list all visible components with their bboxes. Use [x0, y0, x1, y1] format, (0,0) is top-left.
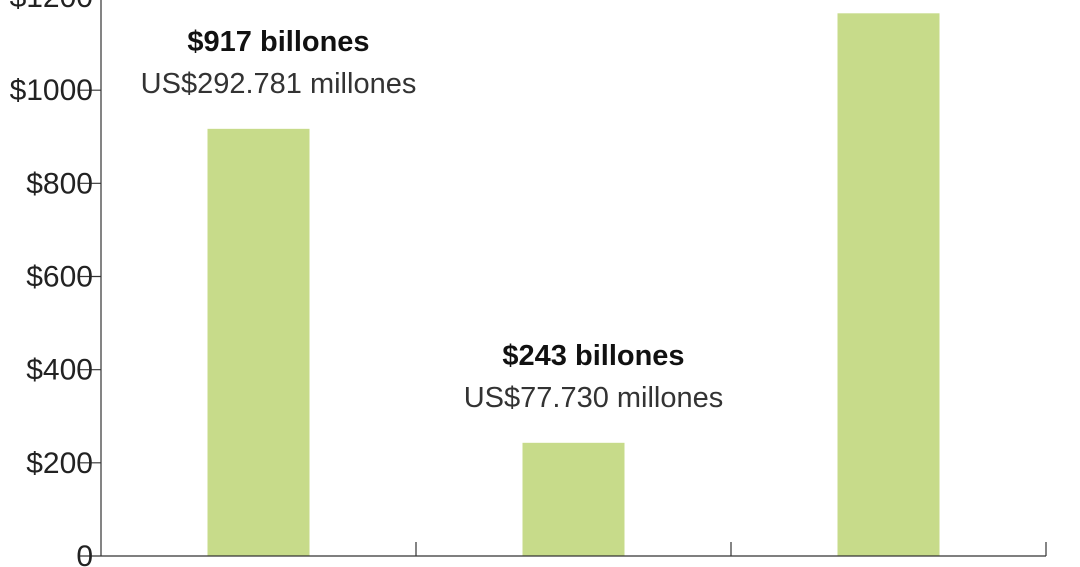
y-tick-label: $1000 [10, 74, 93, 107]
y-tick-label: $1200 [10, 0, 93, 14]
data-label-value: $243 billones [502, 340, 684, 372]
data-label-usd: US$292.781 millones [141, 68, 417, 100]
bar [207, 128, 310, 557]
y-tick-label: $600 [26, 261, 93, 294]
y-tick-label: $800 [26, 167, 93, 200]
y-tick-label: $200 [26, 447, 93, 480]
data-labels: $917 billones US$292.781 millones $243 bil… [141, 26, 724, 414]
data-label-value: $917 billones [187, 26, 369, 58]
bar [837, 13, 940, 557]
y-tick-label: $400 [26, 354, 93, 387]
bar [522, 442, 625, 556]
bars [207, 13, 940, 557]
x-axis [101, 542, 1047, 557]
data-label-usd: US$77.730 millones [464, 382, 724, 414]
y-tick-label: 0 [76, 540, 93, 567]
y-axis: 0 $200 $400 $600 $800 $1000 $1200 [10, 0, 102, 567]
